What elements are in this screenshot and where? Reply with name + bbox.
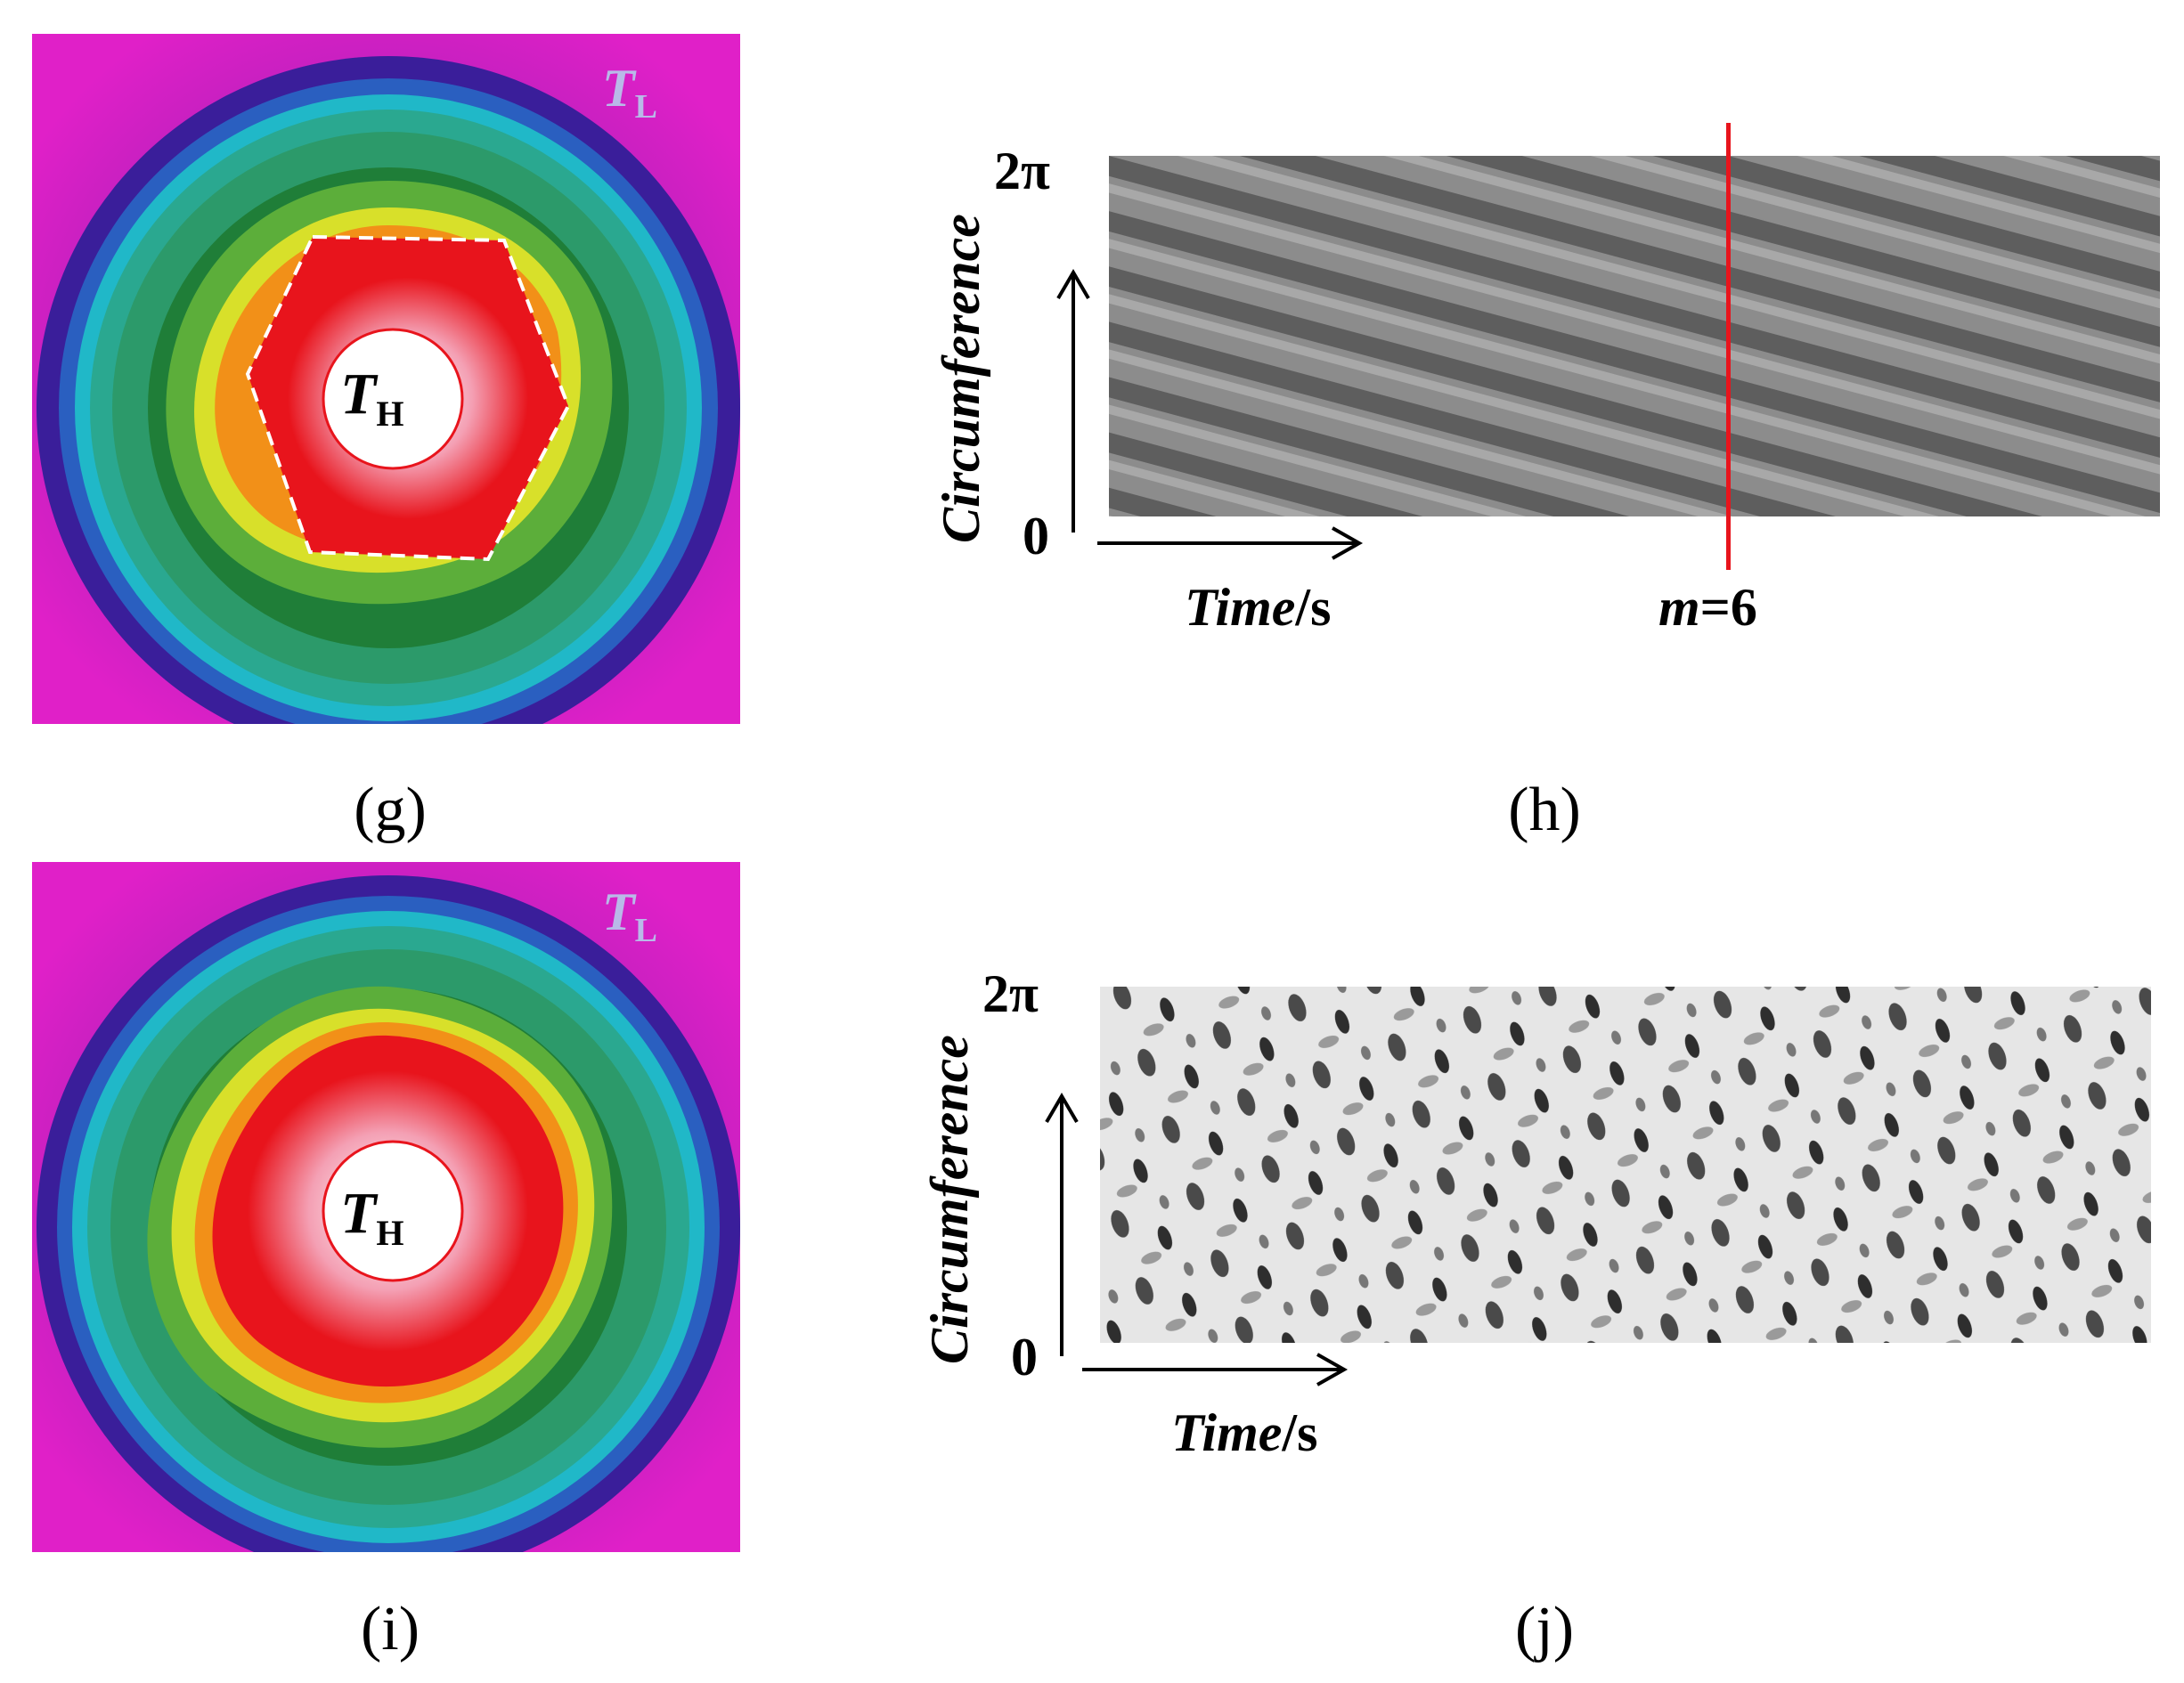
t-low-label-g: TL: [602, 59, 658, 126]
mode-number-label: m=6: [1658, 578, 1757, 637]
x-axis-arrow-h: [1097, 526, 1364, 560]
y-axis-label-h: Circumference: [932, 214, 990, 543]
thermal-image-hexagon: [32, 34, 740, 724]
caption-g: (g): [354, 776, 427, 844]
y-top-label-h: 2π: [994, 142, 1050, 200]
y-top-label-j: 2π: [982, 964, 1039, 1023]
t-high-label-i: TH: [340, 1181, 404, 1254]
caption-h: (h): [1508, 776, 1581, 844]
x-axis-arrow-j: [1082, 1353, 1349, 1386]
y-axis-arrow-j: [1045, 1093, 1079, 1356]
caption-i: (i): [360, 1595, 420, 1663]
caption-j: (j): [1514, 1595, 1575, 1663]
hot-cylinder: [322, 328, 464, 470]
t-high-label-g: TH: [340, 362, 404, 435]
spatiotemporal-plot-h: [1109, 156, 2160, 516]
y-axis-arrow-h: [1056, 269, 1090, 533]
y-bottom-label-j: 0: [1011, 1328, 1038, 1386]
hot-cylinder: [322, 1140, 464, 1282]
hexagon-outline: [245, 234, 571, 562]
thermal-image-irregular: [32, 862, 740, 1552]
t-low-label-i: TL: [602, 882, 658, 949]
y-bottom-label-h: 0: [1023, 507, 1049, 565]
mode-marker-line: [1726, 123, 1731, 570]
y-axis-label-j: Circumference: [920, 1035, 979, 1364]
x-axis-label-j: Time/s: [1171, 1403, 1318, 1462]
spatiotemporal-plot-j: [1100, 987, 2151, 1343]
x-axis-label-h: Time/s: [1185, 578, 1332, 637]
